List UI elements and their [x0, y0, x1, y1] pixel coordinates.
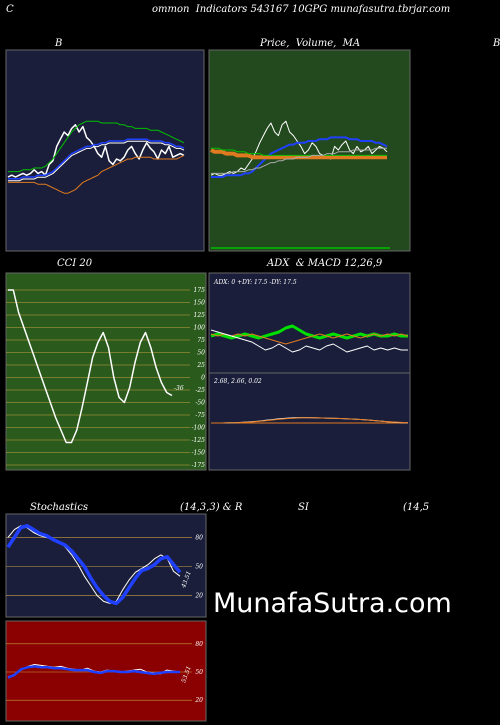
rsi-label: SI — [298, 502, 309, 513]
bollinger-middle-line — [8, 138, 185, 180]
stochastics-label: Stochastics — [30, 502, 88, 513]
adx-adx-line — [210, 329, 408, 353]
rsi-tick-label: 50 — [195, 669, 203, 676]
cci-tick-label: -175 — [192, 462, 206, 469]
page-title: ommon Indicators 543167 10GPG munafasutr… — [152, 4, 451, 15]
cci-tick-label: 75 — [197, 337, 205, 344]
bollinger-lower-line — [8, 154, 185, 194]
bollinger-price-line — [7, 124, 185, 178]
watermark: MunafaSutra.com — [213, 588, 452, 619]
bollinger-middle-shadow — [8, 140, 185, 182]
cci-tick-label: 150 — [194, 300, 206, 307]
bollinger-upper-line — [8, 120, 185, 173]
cci-panel — [5, 272, 207, 471]
stoch-d-line — [6, 524, 182, 606]
header-letter: C — [6, 4, 14, 15]
price-ma-gray-line — [211, 147, 387, 174]
cci-tick-label: -75 — [195, 412, 205, 419]
rsi-tick-label: 80 — [195, 641, 203, 648]
macd-signal-line — [215, 417, 409, 424]
cci-tick-label: -50 — [195, 400, 205, 407]
adx-minus-di-line — [210, 333, 409, 345]
stoch-tick-label: 50 — [195, 564, 203, 571]
cci-last-value: -36 — [174, 385, 184, 392]
rsi-params-label: (14,5 — [403, 502, 430, 513]
cci-tick-label: 25 — [196, 362, 205, 369]
cci-tick-label: -25 — [195, 387, 205, 394]
price-ma-green-line — [211, 147, 387, 156]
cci-tick-label: 50 — [197, 350, 205, 357]
stoch-k-line — [7, 525, 181, 604]
adx-macd-label: ADX & MACD 12,26,9 — [267, 258, 383, 269]
bollinger-panel — [5, 49, 205, 252]
cci-line — [8, 289, 173, 444]
rsi-rsi-smooth-line — [7, 665, 180, 679]
stoch-tick-label: 80 — [195, 534, 203, 541]
rsi-tick-label: 20 — [194, 697, 203, 704]
cci-tick-label: 0 — [201, 375, 205, 382]
cci-tick-label: -125 — [192, 437, 206, 444]
cci-tick-label: -150 — [192, 450, 206, 457]
right-letter: B — [493, 38, 500, 49]
cci-tick-label: 100 — [194, 325, 206, 332]
cci-tick-label: 125 — [194, 312, 206, 319]
macd-label: 2.68, 2.66, 0.02 — [213, 378, 262, 385]
stoch-params-label: (14,3,3) & R — [180, 502, 243, 513]
macd-panel — [208, 372, 411, 471]
cci-tick-label: 175 — [194, 287, 206, 294]
price-ma-label: Price, Volume, MA — [260, 38, 361, 49]
stoch-tick-label: 20 — [194, 593, 203, 600]
price-ma-panel — [208, 49, 411, 252]
adx-label: ADX: 0 +DY: 17.5 -DY: 17.5 — [213, 279, 297, 286]
adx-panel — [208, 272, 411, 374]
cci-label: CCI 20 — [57, 258, 93, 269]
price-ma-blue-line — [211, 136, 388, 178]
cci-tick-label: -100 — [192, 425, 206, 432]
bollinger-label: B — [55, 38, 63, 49]
